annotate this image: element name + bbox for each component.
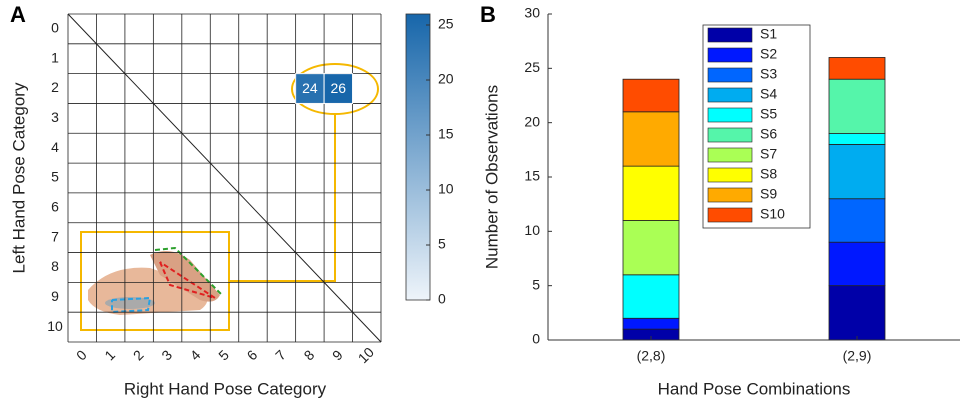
cell-value: 26 <box>331 80 347 96</box>
y-tick-label: 4 <box>51 139 59 155</box>
legend-swatch <box>707 47 753 63</box>
y-axis-title: Number of Observations <box>482 85 501 269</box>
x-axis-title: Right Hand Pose Category <box>124 379 327 398</box>
legend-label: S6 <box>760 126 777 142</box>
x-axis-title: Hand Pose Combinations <box>658 379 851 398</box>
y-tick-label: 20 <box>524 113 540 129</box>
y-tick-label: 25 <box>524 59 540 75</box>
colorbar <box>405 13 431 301</box>
y-axis-title: Left Hand Pose Category <box>9 82 28 273</box>
panel-label: B <box>480 2 496 27</box>
legend-swatch <box>707 207 753 223</box>
y-tick-label: 9 <box>51 288 59 304</box>
legend-label: S3 <box>760 66 777 82</box>
bar-segment <box>828 241 886 287</box>
x-tick-label: 4 <box>187 347 204 364</box>
legend-label: S5 <box>760 106 777 122</box>
colorbar-tick-label: 20 <box>438 71 454 87</box>
y-tick-label: 7 <box>51 228 59 244</box>
legend-label: S1 <box>760 26 777 42</box>
legend-label: S7 <box>760 146 777 162</box>
bar-segment <box>622 78 680 113</box>
legend-label: S10 <box>760 206 785 222</box>
bar-segment <box>622 274 680 319</box>
cell-value: 24 <box>302 80 318 96</box>
y-tick-label: 5 <box>51 169 59 185</box>
colorbar-tick-label: 0 <box>438 291 446 307</box>
bar-segment <box>622 165 680 221</box>
legend-swatch <box>707 67 753 83</box>
bar-segment <box>622 317 680 330</box>
colorbar-tick-label: 10 <box>438 181 454 197</box>
heat-cell <box>323 73 354 104</box>
bar-segment <box>828 78 886 134</box>
legend-swatch <box>707 127 753 143</box>
legend-label: S4 <box>760 86 777 102</box>
x-tick-label: 1 <box>101 347 118 364</box>
legend-label: S9 <box>760 186 777 202</box>
heat-cell <box>295 73 325 104</box>
y-tick-label: 0 <box>532 331 540 347</box>
x-tick-label: 0 <box>73 347 90 364</box>
x-tick-label: (2,9) <box>843 348 872 364</box>
y-tick-label: 8 <box>51 258 59 274</box>
bar-segment <box>828 285 886 341</box>
legend-swatch <box>707 87 753 103</box>
y-tick-label: 15 <box>524 168 540 184</box>
legend-swatch <box>707 187 753 203</box>
y-tick-label: 10 <box>47 318 63 334</box>
y-tick-label: 0 <box>51 20 59 36</box>
x-tick-label: 6 <box>244 347 261 364</box>
hand-photo-inset <box>80 231 230 331</box>
diagonal <box>67 13 382 343</box>
x-tick-label: 9 <box>329 347 346 364</box>
bar-segment <box>828 198 886 243</box>
y-tick-label: 5 <box>532 276 540 292</box>
x-tick-label: 5 <box>215 347 232 364</box>
x-tick-label: (2,8) <box>637 348 666 364</box>
y-tick-label: 6 <box>51 199 59 215</box>
x-tick-label: 8 <box>301 347 318 364</box>
y-tick-label: 1 <box>51 49 59 65</box>
y-tick-label: 10 <box>524 222 540 238</box>
y-tick-label: 3 <box>51 109 59 125</box>
panel-label: A <box>10 2 26 27</box>
x-tick-label: 7 <box>272 347 289 364</box>
bar-segment <box>622 111 680 167</box>
colorbar-tick-label: 5 <box>438 236 446 252</box>
y-tick-label: 2 <box>51 79 59 95</box>
legend-swatch <box>707 147 753 163</box>
x-tick-label: 2 <box>130 347 147 364</box>
legend: S1 S2 S3 S4 S5 S6 S7 S8 S9 S10 <box>702 24 811 229</box>
legend-label: S2 <box>760 46 777 62</box>
legend-swatch <box>707 107 753 123</box>
colorbar-tick-label: 15 <box>438 126 454 142</box>
bar-segment <box>622 220 680 276</box>
colorbar-tick-label: 25 <box>438 16 454 32</box>
bar-segment <box>828 133 886 145</box>
x-tick-label: 3 <box>158 347 175 364</box>
legend-swatch <box>707 27 753 43</box>
bar-segment <box>828 57 886 80</box>
bar-segment <box>828 143 886 200</box>
x-tick-label: 10 <box>355 344 377 366</box>
legend-swatch <box>707 167 753 183</box>
legend-label: S8 <box>760 166 777 182</box>
y-tick-label: 30 <box>524 5 540 21</box>
highlight <box>229 63 379 282</box>
